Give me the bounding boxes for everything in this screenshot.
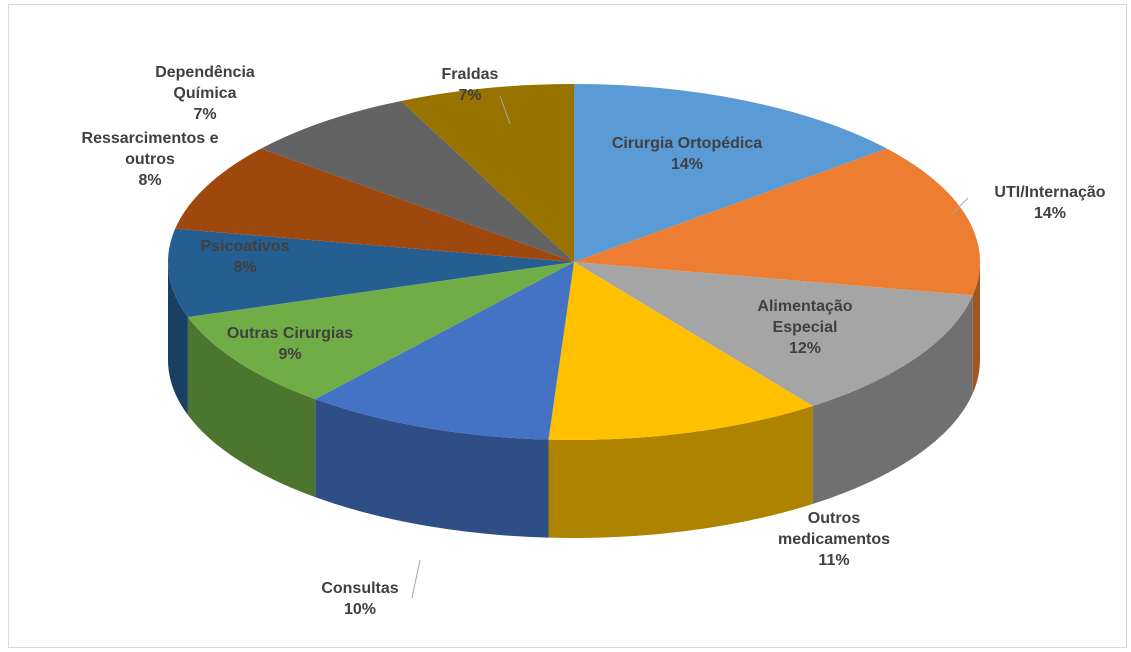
data-label: Fraldas 7% bbox=[420, 64, 520, 106]
category-label: Fraldas bbox=[441, 66, 499, 83]
value-label: 7% bbox=[193, 106, 217, 123]
value-label: 11% bbox=[818, 552, 850, 569]
value-label: 9% bbox=[278, 346, 302, 363]
value-label: 8% bbox=[138, 172, 162, 189]
data-label: Dependência Química 7% bbox=[135, 62, 275, 125]
slice-side bbox=[187, 317, 316, 498]
chart-frame bbox=[8, 4, 1127, 648]
data-label: Consultas 10% bbox=[300, 578, 420, 620]
slice-side bbox=[812, 295, 973, 505]
slice-side bbox=[168, 262, 188, 416]
category-label: Cirurgia Ortopédica bbox=[611, 135, 763, 152]
data-label: UTI/Internação 14% bbox=[965, 182, 1131, 224]
slice bbox=[548, 262, 813, 440]
slice bbox=[401, 84, 574, 262]
category-label: Alimentação Especial bbox=[757, 298, 853, 336]
slice bbox=[175, 148, 574, 262]
data-label: Outros medicamentos 11% bbox=[769, 508, 899, 571]
category-label: Outros medicamentos bbox=[777, 510, 891, 548]
slice-side bbox=[315, 399, 549, 538]
leader-line bbox=[411, 559, 421, 599]
slice-side bbox=[972, 262, 980, 394]
data-label: Ressarcimentos e outros 8% bbox=[68, 128, 233, 191]
category-label: Outras Cirurgias bbox=[226, 325, 354, 342]
slice bbox=[574, 262, 973, 407]
value-label: 14% bbox=[670, 156, 704, 173]
slice-side bbox=[548, 406, 813, 538]
leader-line bbox=[951, 197, 969, 215]
slice bbox=[574, 148, 980, 296]
slice bbox=[574, 84, 887, 262]
value-label: 8% bbox=[233, 259, 257, 276]
value-label: 7% bbox=[458, 87, 482, 104]
category-label: Ressarcimentos e outros bbox=[81, 130, 219, 168]
leader-line bbox=[499, 95, 511, 125]
data-label: Psicoativos 8% bbox=[185, 236, 305, 278]
data-label: Alimentação Especial 12% bbox=[748, 296, 863, 359]
slice bbox=[167, 228, 574, 318]
data-label: Cirurgia Ortopédica 14% bbox=[572, 133, 802, 175]
slice bbox=[315, 262, 574, 440]
category-label: Consultas bbox=[321, 580, 399, 597]
slice bbox=[261, 100, 574, 262]
value-label: 10% bbox=[343, 601, 377, 618]
data-label: Outras Cirurgias 9% bbox=[190, 323, 390, 365]
slice bbox=[187, 262, 575, 400]
value-label: 12% bbox=[788, 340, 822, 357]
category-label: Dependência Química bbox=[155, 64, 255, 102]
value-label: 14% bbox=[1033, 205, 1067, 222]
category-label: Psicoativos bbox=[200, 238, 290, 255]
category-label: UTI/Internação bbox=[994, 184, 1106, 201]
